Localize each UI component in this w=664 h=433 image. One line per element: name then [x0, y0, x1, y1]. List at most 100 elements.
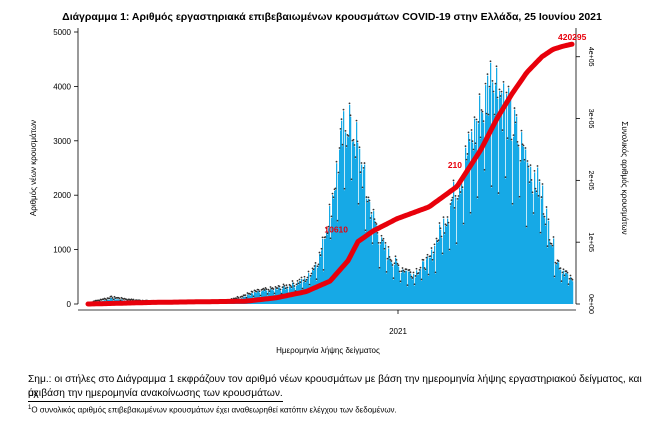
bar	[547, 247, 549, 304]
bar	[552, 247, 554, 304]
bar	[353, 141, 355, 304]
bar	[565, 272, 567, 304]
y-tick-label: 4000	[53, 82, 71, 91]
bar-value-dot	[418, 269, 421, 271]
bar-value-dot	[496, 96, 499, 99]
bar-value-dot	[322, 269, 325, 271]
bar-value-dot	[389, 258, 392, 261]
bar	[548, 220, 550, 304]
bar	[538, 197, 540, 304]
bar-value-dot	[132, 298, 135, 301]
bar	[459, 187, 461, 304]
bar-value-dot	[485, 112, 488, 115]
bar-value-dot	[543, 215, 546, 218]
bar-value-dot	[344, 129, 347, 132]
bar-value-dot	[308, 283, 311, 286]
bar	[350, 116, 352, 304]
bar-value-dot	[320, 247, 323, 250]
bar	[354, 146, 356, 304]
bar	[563, 270, 565, 304]
bar-value-dot	[566, 271, 569, 274]
bar-value-dot	[384, 241, 387, 244]
bar	[417, 275, 419, 304]
bar	[557, 261, 559, 304]
bar-value-dot	[363, 162, 366, 164]
bar-value-dot	[552, 236, 555, 238]
bar-value-dot	[501, 129, 504, 132]
bar-value-dot	[526, 160, 529, 162]
bar	[527, 162, 529, 304]
footnote-mark: 1	[28, 405, 32, 411]
bar	[345, 132, 347, 304]
bar-value-dot	[425, 256, 428, 259]
bar-value-dot	[434, 271, 437, 274]
bar-value-dot	[504, 176, 507, 179]
bar	[422, 261, 424, 304]
bar	[442, 254, 444, 304]
bar	[421, 280, 423, 304]
bar	[489, 88, 491, 304]
bar	[535, 190, 537, 304]
annotation-label: 210	[448, 160, 462, 170]
bar	[453, 181, 455, 304]
bar	[556, 265, 558, 304]
bar-value-dot	[397, 264, 400, 267]
bar-value-dot	[446, 216, 449, 218]
bar	[355, 158, 357, 304]
bar	[373, 211, 375, 304]
bar-value-dot	[530, 179, 533, 181]
bar	[529, 183, 531, 304]
bar	[375, 224, 377, 304]
bar-value-dot	[414, 275, 417, 277]
bar	[387, 260, 389, 304]
bar	[425, 270, 427, 304]
bar-value-dot	[249, 293, 252, 296]
bar-value-dot	[286, 286, 289, 289]
bar	[393, 279, 395, 304]
bar	[329, 206, 331, 304]
bar-value-dot	[555, 262, 558, 265]
bar-value-dot	[411, 277, 414, 279]
bar	[389, 258, 391, 304]
y2-tick-label: 3e+05	[587, 109, 594, 129]
bar-value-dot	[292, 282, 295, 285]
bar	[446, 226, 448, 304]
bar-value-dot	[519, 159, 522, 162]
bar-value-dot	[295, 283, 298, 286]
bar-value-dot	[516, 140, 519, 143]
bar-value-dot	[454, 195, 457, 197]
bar-value-dot	[521, 143, 524, 146]
bar	[541, 198, 543, 304]
bar	[413, 274, 415, 304]
bar	[432, 261, 434, 304]
bar-value-dot	[469, 211, 472, 214]
bar-value-dot	[111, 297, 114, 299]
bar-value-dot	[112, 298, 115, 301]
y2-tick-label: 2e+05	[587, 171, 594, 191]
bar-value-dot	[536, 165, 539, 167]
bar	[337, 222, 339, 304]
bar-value-dot	[562, 268, 565, 271]
bar	[344, 190, 346, 304]
bar-value-dot	[398, 270, 401, 273]
bar-value-dot	[279, 288, 282, 291]
bar-value-dot	[361, 186, 364, 189]
bar	[441, 238, 443, 304]
bar-value-dot	[347, 134, 350, 137]
bar	[331, 217, 333, 304]
bar-value-dot	[568, 277, 571, 280]
bar	[367, 203, 369, 304]
bar-value-dot	[420, 278, 423, 281]
bar	[365, 231, 367, 304]
bar-value-dot	[494, 82, 497, 85]
bar	[400, 282, 402, 304]
bar-value-dot	[561, 271, 564, 274]
bar-value-dot	[481, 110, 484, 113]
bar-value-dot	[300, 276, 303, 279]
bar	[469, 141, 471, 304]
bar	[427, 256, 429, 304]
y2-tick-label: 1e+05	[587, 232, 594, 252]
bar-value-dot	[537, 194, 540, 197]
bar-value-dot	[301, 287, 304, 290]
bar-value-dot	[557, 260, 560, 262]
